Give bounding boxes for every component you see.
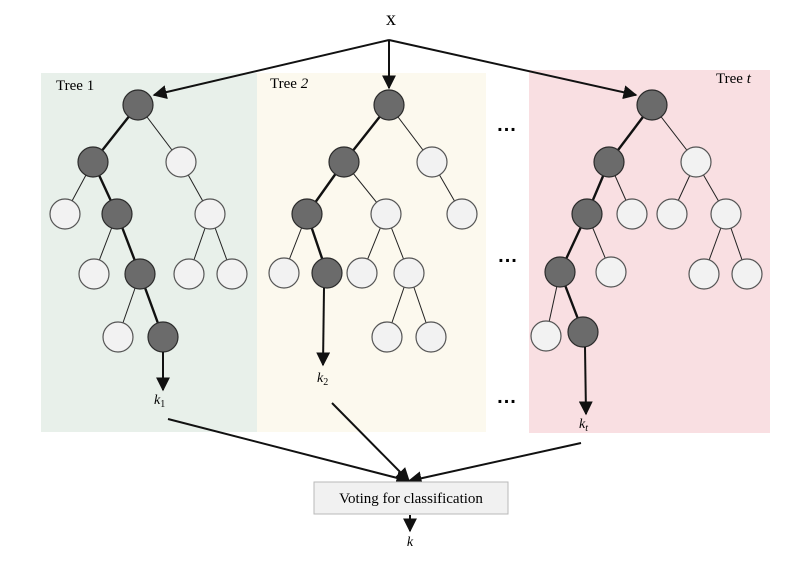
tree-1-decision-leaf bbox=[147, 321, 179, 353]
tree-t-output-label: kt bbox=[579, 417, 588, 434]
tree-t-title: Tree t bbox=[716, 71, 752, 87]
input-x-label: x bbox=[386, 8, 396, 30]
tree-1-node bbox=[194, 198, 226, 230]
tree-1-title: Tree 1 bbox=[56, 78, 94, 94]
tree-2-title: Tree 2 bbox=[270, 76, 309, 92]
tree-1-output-label: k1 bbox=[154, 393, 165, 410]
tree-2-node bbox=[393, 257, 425, 289]
tree-1-root-node bbox=[122, 89, 154, 121]
ellipsis-top: ... bbox=[497, 114, 517, 136]
ellipsis-bottom: ... bbox=[497, 386, 517, 408]
tree-2-leaf-node bbox=[371, 321, 403, 353]
tree-t-node bbox=[593, 146, 625, 178]
final-output-label: k bbox=[407, 535, 414, 550]
ellipsis-middle: ... bbox=[498, 245, 518, 267]
tree-2-decision-leaf bbox=[311, 257, 343, 289]
tree-1-panel bbox=[41, 73, 257, 432]
arrow-x-to-tree-t bbox=[388, 39, 638, 100]
tree-2-node bbox=[328, 146, 360, 178]
voting-label: Voting for classification bbox=[339, 491, 483, 507]
tree-1-node bbox=[124, 258, 156, 290]
tree-2-node bbox=[370, 198, 402, 230]
tree-1-leaf-node bbox=[49, 198, 81, 230]
tree-2-leaf-node bbox=[415, 321, 447, 353]
tree-t-output-arrow bbox=[578, 346, 593, 416]
arrow-tree-t-to-voting bbox=[407, 442, 582, 486]
tree-t-panel bbox=[529, 70, 770, 433]
tree-t-node bbox=[680, 146, 712, 178]
tree-2-leaf-node bbox=[346, 257, 378, 289]
tree-2-output-arrow bbox=[316, 287, 331, 367]
tree-2-leaf-node bbox=[268, 257, 300, 289]
tree-t-leaf-node bbox=[530, 320, 562, 352]
tree-t-leaf-node bbox=[656, 198, 688, 230]
tree-t-node bbox=[544, 256, 576, 288]
tree-1-node bbox=[101, 198, 133, 230]
tree-1-leaf-node bbox=[102, 321, 134, 353]
tree-2-panel bbox=[257, 73, 486, 432]
tree-1-leaf-node bbox=[78, 258, 110, 290]
tree-1-graph bbox=[49, 89, 248, 392]
tree-t-root-node bbox=[636, 89, 668, 121]
arrow-tree-1-to-voting bbox=[167, 418, 411, 485]
tree-t-leaf-node bbox=[595, 256, 627, 288]
tree-1-leaf-node bbox=[173, 258, 205, 290]
tree-t-leaf-node bbox=[731, 258, 763, 290]
voting-box bbox=[313, 481, 509, 515]
arrow-tree-2-to-voting bbox=[331, 402, 410, 482]
tree-2-node bbox=[291, 198, 323, 230]
tree-1-node bbox=[77, 146, 109, 178]
tree-1-leaf-node bbox=[165, 146, 197, 178]
tree-2-output-label: k2 bbox=[317, 371, 328, 388]
tree-1-leaf-node bbox=[216, 258, 248, 290]
tree-2-root-node bbox=[373, 89, 405, 121]
tree-2-leaf-node bbox=[446, 198, 478, 230]
tree-t-leaf-node bbox=[616, 198, 648, 230]
tree-2-graph bbox=[268, 89, 478, 367]
tree-t-node bbox=[571, 198, 603, 230]
tree-2-leaf-node bbox=[416, 146, 448, 178]
tree-t-graph bbox=[530, 89, 763, 416]
tree-t-leaf-node bbox=[688, 258, 720, 290]
tree-t-decision-leaf bbox=[567, 316, 599, 348]
tree-t-node bbox=[710, 198, 742, 230]
arrow-x-to-tree-1 bbox=[152, 39, 390, 99]
